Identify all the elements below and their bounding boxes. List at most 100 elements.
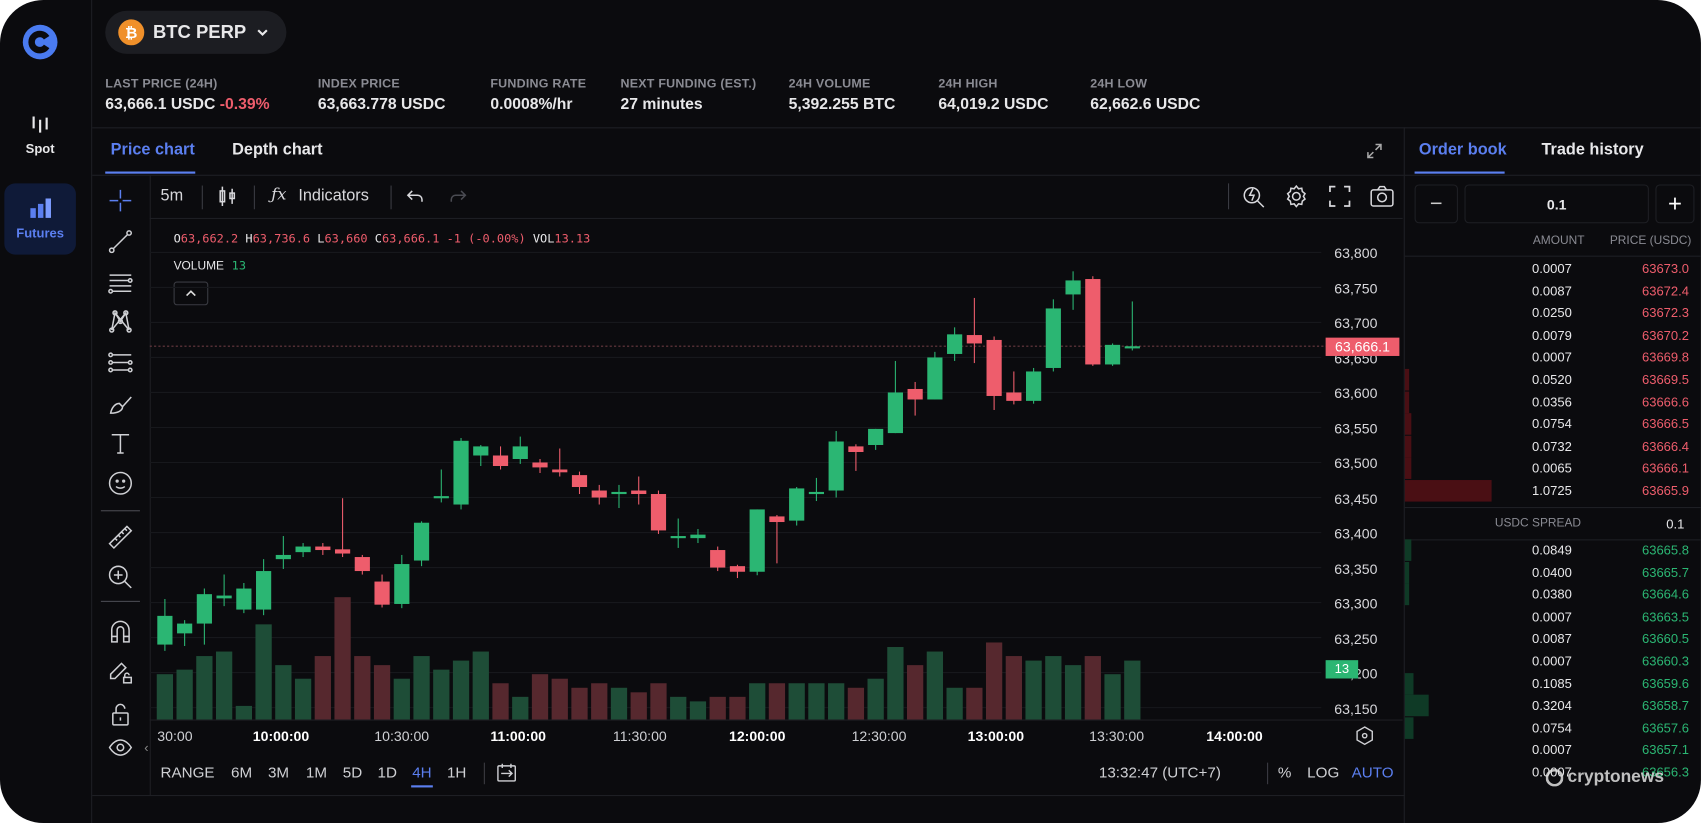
text-tool[interactable] (104, 427, 137, 459)
visibility-tool[interactable] (104, 731, 137, 763)
camera-icon[interactable] (1369, 184, 1395, 208)
lock-drawing-tool[interactable] (104, 656, 137, 688)
orderbook-row[interactable]: 0.0400 63665.7 (1404, 561, 1689, 584)
pencil-lock-icon (109, 662, 133, 684)
order-price: 63665.8 (1641, 542, 1690, 558)
increase-step-button[interactable]: + (1655, 184, 1695, 224)
order-price: 63663.5 (1641, 609, 1690, 625)
candle (749, 509, 765, 572)
range-3m[interactable]: 3M (267, 763, 290, 781)
candle (947, 334, 963, 354)
range-1d[interactable]: 1D (377, 763, 397, 781)
collapse-toolbar-icon[interactable]: ‹ (144, 739, 149, 756)
order-price: 63666.1 (1641, 461, 1690, 477)
orderbook-row[interactable]: 0.0520 63669.5 (1404, 368, 1689, 391)
stat-label: FUNDING RATE (490, 77, 587, 91)
percent-toggle[interactable]: % (1277, 763, 1292, 781)
orderbook-row[interactable]: 0.3204 63658.7 (1404, 694, 1689, 717)
lock-all-tool[interactable] (104, 698, 137, 730)
order-amount: 0.1085 (1532, 675, 1572, 692)
brush-tool[interactable] (104, 387, 137, 419)
magnet-tool[interactable] (104, 615, 137, 647)
fib-tool[interactable] (104, 346, 137, 378)
stat-value: 64,019.2 USDC (938, 96, 1049, 114)
bar-chart-icon (30, 198, 51, 218)
orderbook-row[interactable]: 0.0065 63666.1 (1404, 457, 1690, 480)
indicators-button[interactable]: Indicators (298, 186, 369, 205)
order-amount: 0.0007 (1532, 742, 1572, 758)
orderbook-row[interactable]: 0.0849 63665.8 (1404, 539, 1690, 561)
orderbook-row[interactable]: 0.0007 63663.5 (1405, 606, 1689, 628)
zoom-in-tool[interactable] (104, 561, 137, 593)
interval-selector[interactable]: 5m (160, 186, 184, 205)
depth-bar (1404, 413, 1412, 435)
order-price: 63660.5 (1641, 631, 1690, 647)
orderbook-row[interactable]: 0.0380 63664.6 (1404, 583, 1689, 606)
orderbook-row[interactable]: 0.0087 63660.5 (1405, 628, 1689, 650)
orderbook-row[interactable]: 0.1085 63659.6 (1404, 672, 1689, 695)
orderbook-row[interactable]: 0.0087 63672.4 (1405, 280, 1689, 302)
orderbook-row[interactable]: 0.0007 63657.1 (1405, 739, 1689, 761)
candle (631, 490, 647, 495)
candle (413, 522, 430, 561)
collapse-legend-button[interactable] (173, 281, 209, 306)
range-1m[interactable]: 1M (305, 763, 328, 781)
unlock-icon (112, 703, 129, 726)
decrease-step-button[interactable]: − (1414, 184, 1458, 224)
candle-type-icon[interactable] (217, 186, 239, 208)
expand-icon[interactable] (1366, 142, 1383, 159)
orderbook-row[interactable]: 0.0250 63672.3 (1405, 302, 1689, 324)
nav-item-futures[interactable]: Futures (4, 183, 76, 255)
orderbook-row[interactable]: 0.0079 63670.2 (1405, 324, 1689, 346)
order-price: 63660.3 (1641, 653, 1690, 669)
coinbase-logo-icon[interactable] (22, 24, 59, 61)
candle (354, 557, 370, 572)
orderbook-row[interactable]: 0.0007 63669.8 (1405, 347, 1689, 369)
orderbook-row[interactable]: 0.0356 63666.6 (1404, 391, 1689, 413)
orderbook-row[interactable]: 1.0725 63665.9 (1404, 480, 1689, 502)
candle (808, 491, 825, 495)
candle (394, 564, 410, 604)
horizontal-lines-tool[interactable] (104, 266, 137, 298)
undo-icon[interactable] (406, 188, 426, 205)
market-selector[interactable]: ₿ BTC PERP (105, 10, 287, 54)
candle (275, 554, 291, 560)
volume-bar (808, 683, 825, 720)
gear-icon[interactable] (1284, 184, 1308, 208)
fullscreen-icon[interactable] (1328, 184, 1352, 208)
orderbook-row[interactable]: 0.0732 63666.4 (1404, 435, 1689, 458)
tab-order-book[interactable]: Order book (1418, 140, 1507, 159)
calendar-goto-icon[interactable] (496, 762, 518, 784)
order-price: 63672.3 (1641, 305, 1690, 321)
depth-bar (1404, 368, 1410, 391)
volume-bar (176, 669, 193, 720)
volume-bar (828, 683, 845, 720)
emoji-tool[interactable] (104, 467, 137, 499)
crosshair-tool[interactable] (104, 184, 137, 216)
tab-depth-chart[interactable]: Depth chart (232, 140, 323, 159)
range-1h[interactable]: 1H (446, 763, 467, 781)
tab-price-chart[interactable]: Price chart (110, 140, 195, 159)
quick-search-icon[interactable] (1242, 184, 1266, 208)
auto-toggle[interactable]: AUTO (1351, 763, 1394, 781)
tab-trade-history[interactable]: Trade history (1541, 140, 1644, 159)
nav-item-spot[interactable]: Spot (4, 99, 76, 170)
pattern-tool[interactable] (104, 305, 137, 337)
axis-settings-icon[interactable] (1355, 726, 1375, 746)
bitcoin-icon: ₿ (118, 19, 145, 46)
clock[interactable]: 13:32:47 (UTC+7) (1098, 763, 1221, 781)
range-4h[interactable]: 4H (412, 763, 432, 781)
orderbook-row[interactable]: 0.0754 63657.6 (1404, 717, 1689, 739)
orderbook-row[interactable]: 0.0007 63673.0 (1405, 258, 1689, 280)
redo-icon[interactable] (448, 188, 468, 205)
orderbook-row[interactable]: 0.0754 63666.5 (1404, 413, 1689, 435)
price-chart-canvas[interactable] (149, 219, 1403, 721)
orderbook-row[interactable]: 0.0007 63660.3 (1405, 650, 1689, 672)
ruler-tool[interactable] (104, 521, 137, 553)
range-6m[interactable]: 6M (231, 763, 253, 781)
time-tick: 12:30:00 (851, 728, 907, 745)
log-toggle[interactable]: LOG (1307, 763, 1340, 781)
price-step-input[interactable]: 0.1 (1464, 184, 1649, 224)
trend-line-tool[interactable] (104, 225, 137, 257)
range-5d[interactable]: 5D (342, 763, 363, 781)
